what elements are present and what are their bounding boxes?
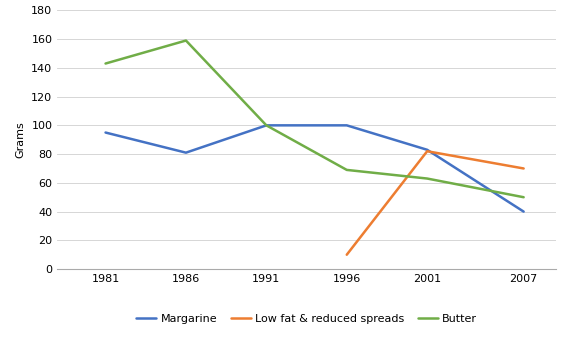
Butter [520, 195, 527, 199]
Low fat & reduced spreads [423, 149, 430, 153]
Margarine [263, 123, 270, 127]
Margarine [183, 150, 190, 155]
Line: Margarine: Margarine [105, 125, 524, 211]
Butter [343, 168, 350, 172]
Margarine [423, 148, 430, 152]
Margarine [520, 209, 527, 214]
Y-axis label: Grams: Grams [16, 121, 26, 158]
Legend: Margarine, Low fat & reduced spreads, Butter: Margarine, Low fat & reduced spreads, Bu… [136, 314, 477, 324]
Low fat & reduced spreads [520, 166, 527, 170]
Butter [263, 123, 270, 127]
Margarine [102, 130, 109, 135]
Low fat & reduced spreads [343, 253, 350, 257]
Butter [423, 177, 430, 181]
Margarine [343, 123, 350, 127]
Butter [183, 39, 190, 43]
Butter [102, 61, 109, 66]
Line: Low fat & reduced spreads: Low fat & reduced spreads [347, 151, 524, 255]
Line: Butter: Butter [105, 41, 524, 197]
